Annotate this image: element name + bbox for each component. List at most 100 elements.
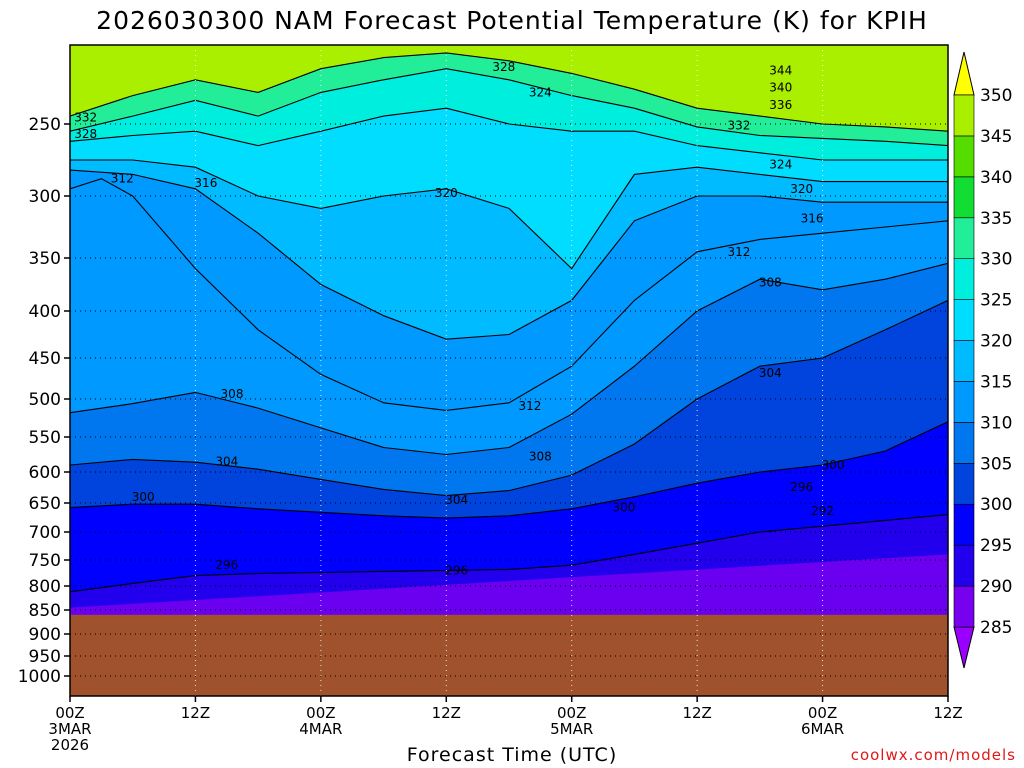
- colorbar-swatch: [953, 544, 975, 587]
- contour-label: 344: [769, 63, 792, 77]
- colorbar-swatch: [953, 340, 975, 382]
- colorbar-tick-label: 345: [980, 127, 1012, 147]
- isentrope-312: [70, 178, 948, 411]
- contour-label: 308: [759, 275, 782, 289]
- isentrope-320: [70, 159, 948, 270]
- contour-label: 328: [74, 127, 97, 141]
- contour-label: 312: [111, 172, 134, 186]
- x-tick-label: 12Z: [181, 704, 210, 722]
- x-tick-label: 12Z: [933, 704, 962, 722]
- isentrope-332: [70, 52, 948, 132]
- y-tick-label: 700: [29, 523, 61, 543]
- contour-label: 320: [790, 182, 813, 196]
- colorbar-swatch: [953, 94, 975, 137]
- contour-label: 324: [529, 85, 552, 99]
- x-tick-label: 6MAR: [801, 720, 844, 738]
- contour-label: 296: [790, 480, 813, 494]
- colorbar-tick-label: 350: [980, 86, 1012, 106]
- y-tick-label: 650: [29, 494, 61, 514]
- isentrope-308: [70, 262, 948, 456]
- colorbar-tick-label: 290: [980, 577, 1012, 597]
- colorbar-swatch: [953, 585, 975, 628]
- x-tick-label: 00Z: [55, 704, 84, 722]
- y-tick-label: 950: [29, 647, 61, 667]
- colorbar-tick-label: 310: [980, 413, 1012, 433]
- isentrope-296: [70, 514, 948, 593]
- contour-label: 332: [727, 118, 750, 132]
- contour-label: 304: [759, 366, 782, 380]
- isentrope-300: [70, 421, 948, 519]
- colorbar: 350 345 340 335 330 325 320 315 310 305 300 295 290 2…: [953, 51, 1012, 669]
- x-tick-label: 2026: [51, 736, 89, 754]
- colorbar-tick-label: 330: [980, 250, 1012, 270]
- isentrope-304: [70, 299, 948, 497]
- colorbar-tick-label: 315: [980, 372, 1012, 392]
- contour-label: 300: [822, 458, 845, 472]
- theta-color-bands: [70, 52, 948, 696]
- contour-label: 316: [801, 211, 824, 225]
- contour-label: 300: [132, 490, 155, 504]
- y-tick-label: 250: [29, 115, 61, 135]
- colorbar-tick-label: 320: [980, 332, 1012, 352]
- x-tick-label: 00Z: [306, 704, 335, 722]
- colorbar-swatch: [953, 299, 975, 341]
- y-axis: 250 300 350 400 450 500 550 600 650 700 750 800 850 9…: [18, 115, 70, 687]
- y-tick-label: 500: [29, 390, 61, 410]
- x-tick-label: 5MAR: [550, 720, 593, 738]
- y-tick-label: 450: [29, 349, 61, 369]
- y-tick-label: 850: [29, 601, 61, 621]
- contour-label: 312: [518, 399, 541, 413]
- contour-label: 308: [221, 387, 244, 401]
- source-credit: coolwx.com/models: [850, 746, 1016, 764]
- colorbar-swatch: [953, 463, 975, 505]
- y-tick-label: 800: [29, 577, 61, 597]
- colorbar-swatch: [953, 422, 975, 464]
- grid-lines: [70, 45, 948, 696]
- colorbar-tick-label: 300: [980, 495, 1012, 515]
- y-tick-label: 750: [29, 551, 61, 571]
- contour-label: 300: [613, 501, 636, 515]
- chart-title: 2026030300 NAM Forecast Potential Temper…: [96, 6, 928, 35]
- contour-label: 296: [445, 563, 468, 577]
- contour-label: 312: [727, 245, 750, 259]
- y-tick-label: 900: [29, 625, 61, 645]
- colorbar-tick-label: 305: [980, 454, 1012, 474]
- contour-label: 308: [529, 450, 552, 464]
- contour-label: 296: [215, 558, 238, 572]
- isentrope-324: [70, 107, 948, 161]
- y-tick-label: 300: [29, 187, 61, 207]
- colorbar-tick-label: 285: [980, 618, 1012, 638]
- colorbar-swatch: [953, 503, 975, 546]
- y-tick-label: 1000: [18, 667, 61, 687]
- colorbar-tick-label: 340: [980, 168, 1012, 188]
- x-tick-label: 12Z: [432, 704, 461, 722]
- terrain-mask: [70, 614, 948, 696]
- x-tick-label: 12Z: [682, 704, 711, 722]
- contour-label: 304: [445, 493, 468, 507]
- contour-label: 304: [215, 455, 238, 469]
- colorbar-swatch: [953, 381, 975, 423]
- contour-labels: 328 324 344 340 336 332 332 328 324 320 316 312 308 3…: [74, 60, 844, 577]
- y-tick-label: 350: [29, 249, 61, 269]
- contour-label: 336: [769, 98, 792, 112]
- colorbar-arrow-top: [953, 51, 975, 96]
- y-tick-label: 600: [29, 463, 61, 483]
- isentrope-328: [70, 68, 948, 147]
- x-axis-label: Forecast Time (UTC): [406, 744, 618, 766]
- x-tick-label: 4MAR: [299, 720, 342, 738]
- isentrope-contours: [70, 52, 948, 593]
- x-tick-label: 00Z: [557, 704, 586, 722]
- plot-frame: [69, 44, 949, 697]
- colorbar-swatch: [953, 258, 975, 300]
- colorbar-swatch: [953, 135, 975, 178]
- contour-label: 324: [769, 157, 792, 171]
- colorbar-arrow-bottom: [953, 626, 975, 669]
- x-tick-label: 3MAR: [48, 720, 91, 738]
- contour-label: 316: [194, 176, 217, 190]
- colorbar-tick-label: 335: [980, 209, 1012, 229]
- isentrope-316: [70, 169, 948, 340]
- contour-label: 320: [435, 186, 458, 200]
- colorbar-tick-label: 325: [980, 291, 1012, 311]
